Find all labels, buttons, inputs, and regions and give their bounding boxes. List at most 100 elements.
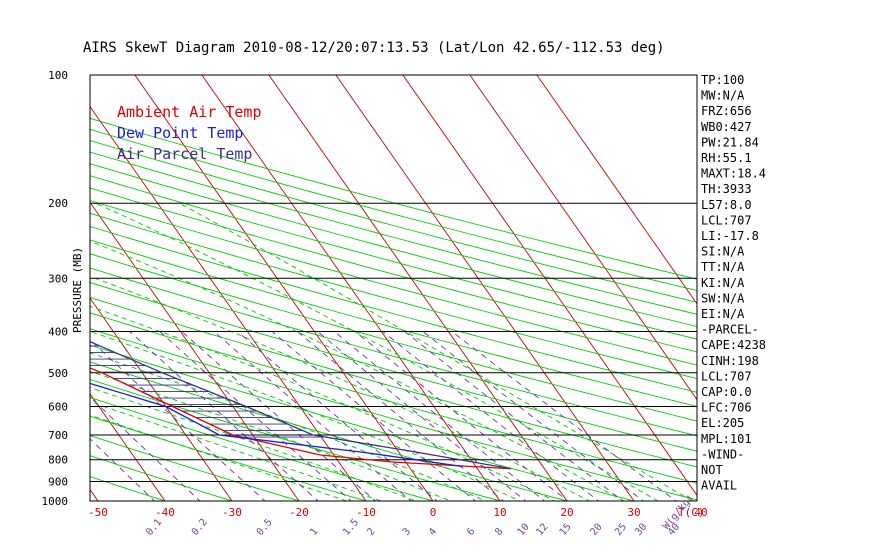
index-item: LCL:707 xyxy=(701,213,752,227)
mixing-ratio-line xyxy=(297,331,505,501)
mixing-ratio-line xyxy=(159,331,352,501)
index-item: KI:N/A xyxy=(701,276,745,290)
dry-adiabat-line xyxy=(90,361,569,501)
index-item: LFC:706 xyxy=(701,401,752,415)
y-axis-label: PRESSURE (MB) xyxy=(71,247,84,333)
mixing-ratio-line xyxy=(382,331,600,501)
moist-adiabat-line xyxy=(179,202,693,501)
dry-adiabat-line xyxy=(90,200,697,366)
mixing-ratio-tick: 3 xyxy=(401,526,413,538)
legend-entry: Dew Point Temp xyxy=(117,124,243,142)
isotherm-line xyxy=(134,75,434,501)
bottom-temp-ticks: -50 -40 -30 -20 -10 0 10 20 30 40 xyxy=(88,506,708,519)
mixing-ratio-tick: 30 xyxy=(633,522,649,538)
index-item: TT:N/A xyxy=(701,260,745,274)
index-item: NOT xyxy=(701,463,723,477)
dry-adiabat-line xyxy=(90,187,697,353)
dry-adiabat-line xyxy=(90,344,636,501)
isotherm-line xyxy=(335,75,635,501)
isotherm-line xyxy=(90,393,166,501)
index-item: EL:205 xyxy=(701,416,744,430)
mixing-ratio-lines xyxy=(90,331,677,501)
mixing-ratio-tick: 0.2 xyxy=(190,517,210,538)
legend-entry: Air Parcel Temp xyxy=(117,145,252,163)
moist-adiabat-line xyxy=(90,330,522,501)
index-item: -PARCEL- xyxy=(701,323,759,337)
mixing-ratio-tick: 15 xyxy=(558,522,574,538)
bottom-temp-tick: 40 xyxy=(694,506,707,519)
index-item: FRZ:656 xyxy=(701,104,752,118)
mixing-ratio-tick: 10 xyxy=(516,522,532,538)
dry-adiabat-line xyxy=(90,455,234,501)
index-item: PW:21.84 xyxy=(701,135,759,149)
index-item: TP:100 xyxy=(701,73,744,87)
mixing-ratio-tick: 6 xyxy=(465,526,477,538)
dry-adiabat-line xyxy=(90,225,697,393)
bottom-temp-tick: 20 xyxy=(560,506,573,519)
mixing-ratio-line xyxy=(422,331,645,501)
index-item: TH:3933 xyxy=(701,182,752,196)
isotherm-line xyxy=(469,75,697,401)
pressure-tick-label: 200 xyxy=(48,197,68,210)
mixing-ratio-line xyxy=(90,396,201,501)
legend-entry: Ambient Air Temp xyxy=(117,103,262,121)
mixing-ratio-line xyxy=(355,331,569,501)
mixing-ratio-line xyxy=(271,331,477,501)
dry-adiabat-line xyxy=(90,476,167,501)
moist-adiabat-line xyxy=(90,370,452,501)
legend: Ambient Air Temp Dew Point Temp Air Parcel… xyxy=(117,103,262,163)
series-line xyxy=(90,340,512,470)
bottom-temp-tick: -30 xyxy=(222,506,242,519)
dry-adiabat-line xyxy=(90,175,697,340)
index-item: AVAIL xyxy=(701,479,737,493)
pressure-tick-label: 900 xyxy=(48,476,68,489)
plot-area xyxy=(90,75,697,501)
mixing-ratio-tick: 20 xyxy=(588,522,604,538)
bottom-temp-tick: 0 xyxy=(430,506,437,519)
index-item: L57:8.0 xyxy=(701,198,752,212)
moist-adiabat-line xyxy=(90,414,348,501)
index-item: MPL:101 xyxy=(701,432,752,446)
index-item: RH:55.1 xyxy=(701,151,752,165)
mixing-ratio-tick: 0.5 xyxy=(255,517,275,538)
mixing-ratio-line xyxy=(129,331,319,501)
index-item: LCL:707 xyxy=(701,369,752,383)
index-item: CINH:198 xyxy=(701,354,759,368)
mixing-ratio-line xyxy=(317,331,527,501)
mixing-ratio-line xyxy=(181,331,377,501)
bottom-temp-tick: -20 xyxy=(289,506,309,519)
series-line xyxy=(90,367,511,470)
moist-adiabat-line xyxy=(95,202,659,501)
mixing-ratio-tick: 0.1 xyxy=(144,517,164,538)
cape-hatch xyxy=(90,345,326,438)
mixing-ratio-line xyxy=(451,331,677,501)
pressure-tick-label: 400 xyxy=(48,325,68,338)
index-item: SI:N/A xyxy=(701,245,745,259)
mixing-ratio-line xyxy=(90,339,266,501)
index-item: WB0:427 xyxy=(701,120,752,134)
index-item: MAXT:18.4 xyxy=(701,167,766,181)
isotherm-line xyxy=(90,297,233,501)
isotherm-line xyxy=(402,75,697,497)
isotherm-line xyxy=(268,75,568,501)
mixing-ratio-tick: 1 xyxy=(308,526,320,538)
dry-adiabat-line xyxy=(90,163,697,328)
dry-adiabat-line xyxy=(90,212,697,379)
moist-adiabat-line xyxy=(90,275,591,501)
mixing-ratio-tick: 8 xyxy=(493,526,505,538)
dry-adiabat-line xyxy=(90,435,301,501)
mixing-ratio-tick: 2 xyxy=(365,526,377,538)
pressure-tick-label: 100 xyxy=(48,69,68,82)
pressure-tick-label: 600 xyxy=(48,400,68,413)
index-item: CAPE:4238 xyxy=(701,338,766,352)
dry-adiabat-line xyxy=(90,312,697,484)
dry-adiabat-line xyxy=(90,378,502,501)
mixing-ratio-line xyxy=(90,438,156,501)
pressure-tick-label: 1000 xyxy=(42,495,69,508)
index-item: -WIND- xyxy=(701,447,744,461)
isotherm-line xyxy=(90,201,300,501)
mixing-ratio-tick: 12 xyxy=(534,522,550,538)
bottom-temp-tick: -10 xyxy=(356,506,376,519)
profile-series xyxy=(90,340,512,470)
